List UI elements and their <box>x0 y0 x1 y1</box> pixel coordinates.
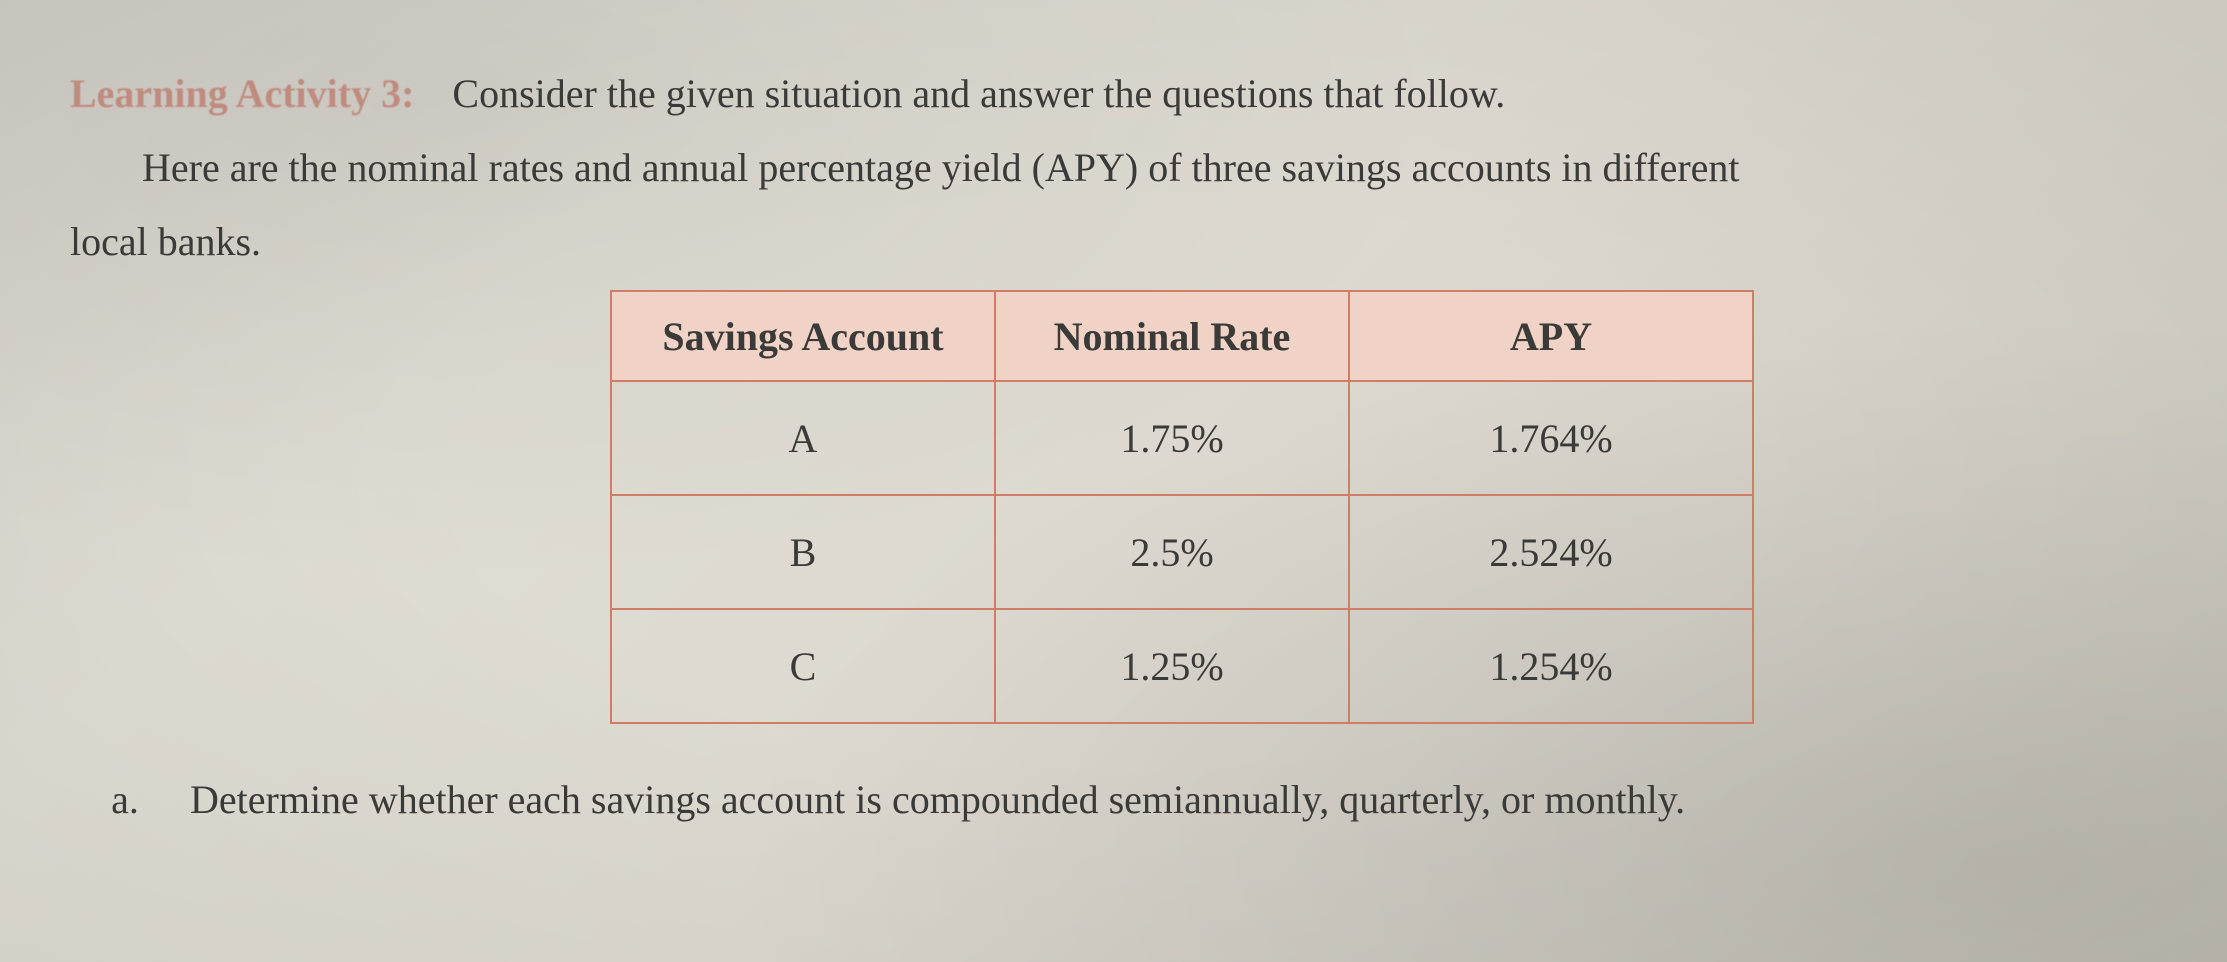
table-row: A 1.75% 1.764% <box>611 381 1753 495</box>
cell-account: C <box>611 609 995 723</box>
cell-rate: 1.25% <box>995 609 1349 723</box>
table-row: C 1.25% 1.254% <box>611 609 1753 723</box>
table-header-row: Savings Account Nominal Rate APY <box>611 291 1753 381</box>
th-apy: APY <box>1349 291 1753 381</box>
cell-apy: 2.524% <box>1349 495 1753 609</box>
context-text-2: local banks. <box>70 219 261 264</box>
context-line-1: Here are the nominal rates and annual pe… <box>70 134 2167 202</box>
intro-text: Consider the given situation and answer … <box>452 71 1505 116</box>
cell-apy: 1.254% <box>1349 609 1753 723</box>
cell-rate: 2.5% <box>995 495 1349 609</box>
table-row: B 2.5% 2.524% <box>611 495 1753 609</box>
cell-account: A <box>611 381 995 495</box>
th-rate: Nominal Rate <box>995 291 1349 381</box>
question-a: a. Determine whether each savings accoun… <box>70 776 2167 823</box>
question-text: Determine whether each savings account i… <box>190 777 1685 822</box>
cell-rate: 1.75% <box>995 381 1349 495</box>
context-text-1: Here are the nominal rates and annual pe… <box>142 145 1740 190</box>
page-content: Learning Activity 3: Consider the given … <box>70 60 2167 823</box>
rates-table: Savings Account Nominal Rate APY A 1.75%… <box>610 290 1754 724</box>
context-line-2: local banks. <box>70 208 2167 276</box>
question-marker: a. <box>70 776 180 823</box>
th-account: Savings Account <box>611 291 995 381</box>
activity-label: Learning Activity 3: <box>70 71 414 116</box>
cell-account: B <box>611 495 995 609</box>
intro-line: Learning Activity 3: Consider the given … <box>70 60 2167 128</box>
cell-apy: 1.764% <box>1349 381 1753 495</box>
rates-table-wrap: Savings Account Nominal Rate APY A 1.75%… <box>610 290 2167 724</box>
